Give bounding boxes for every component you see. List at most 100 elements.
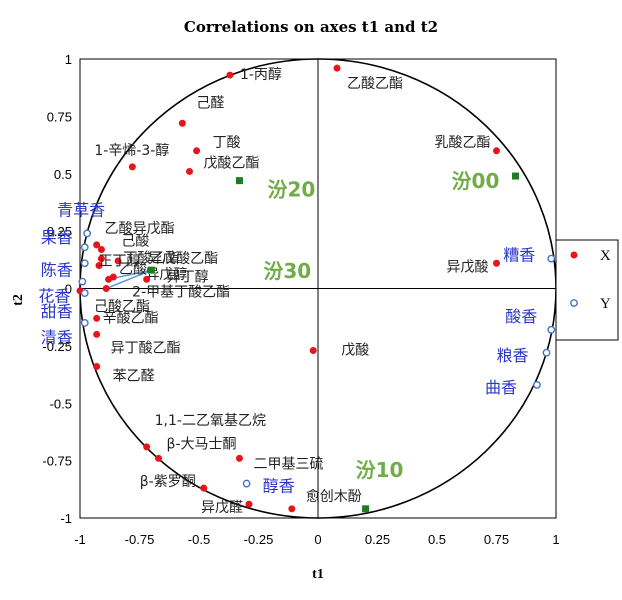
observation-point	[235, 177, 243, 185]
x-variable-point	[333, 64, 341, 72]
x-variable-label: 乙酸	[119, 262, 147, 278]
y-variable-point	[547, 325, 556, 334]
x-variable-point	[245, 500, 253, 508]
x-variable-label: 乙酸乙酯	[347, 76, 403, 92]
y-tick-label: 0.5	[54, 167, 72, 182]
x-variable-point	[226, 71, 234, 79]
x-variable-label: 2-甲基丁酸乙酯	[132, 284, 230, 301]
x-variable-label: 己酸乙酯	[94, 299, 150, 315]
x-variable-point	[114, 257, 122, 265]
y-variable-label: 青草香	[57, 200, 105, 219]
y-tick-label: 1	[65, 52, 72, 67]
x-variable-point	[93, 330, 101, 338]
x-variable-point	[97, 255, 105, 263]
x-variable-label: 戊酸	[341, 342, 369, 358]
x-variable-label: 丁酸	[213, 135, 241, 151]
x-tick-label: -1	[74, 532, 86, 547]
y-variable-label: 糟香	[503, 246, 535, 265]
y-tick-label: -0.5	[50, 396, 72, 411]
legend-label-y: Y	[600, 296, 611, 312]
legend: XY	[555, 239, 619, 341]
y-variable-point	[80, 289, 89, 297]
y-tick-label: -1	[60, 511, 72, 526]
x-variable-point	[493, 259, 500, 267]
x-variable-label: 异戊酸	[447, 259, 489, 275]
y-variable-point	[547, 254, 556, 263]
legend-marker-y	[570, 299, 578, 307]
x-variable-point	[185, 167, 193, 175]
x-variable-point	[309, 346, 317, 354]
loading-arrow	[105, 269, 152, 290]
x-variable-point	[93, 314, 101, 322]
y-variable-label: 酸香	[505, 307, 537, 326]
y-tick-label: 0.75	[47, 109, 72, 124]
x-variable-point	[178, 119, 186, 127]
observation-label: 汾20	[267, 178, 315, 202]
x-tick-label: -0.75	[125, 532, 155, 547]
x-tick-label: 0.75	[484, 532, 509, 547]
y-variable-point	[83, 229, 92, 238]
x-variable-label: 丁酸乙酯	[123, 251, 179, 267]
y-variable-point	[78, 277, 87, 286]
x-variable-label: 异丁醇	[167, 268, 209, 285]
x-tick-label: -0.5	[188, 532, 210, 547]
x-variable-label: 己酸	[121, 233, 149, 249]
x-variable-label: 异丁酸乙酯	[111, 340, 181, 356]
y-tick-label: -0.25	[42, 339, 72, 354]
x-variable-label: 己醛	[196, 95, 224, 111]
y-tick-label: -0.75	[42, 454, 72, 469]
x-variable-point	[200, 484, 208, 492]
x-variable-point	[93, 363, 101, 371]
observation-label: 汾30	[263, 259, 311, 283]
x-variable-label: 戊酸乙酯	[203, 155, 259, 171]
x-variable-label: 1-辛烯-3-醇	[94, 142, 169, 159]
observation-label: 汾10	[356, 458, 404, 482]
x-variable-label: 二甲基三硫	[253, 455, 323, 472]
observation-point	[512, 172, 520, 180]
x-variable-point	[93, 241, 101, 249]
observation-point	[362, 505, 370, 513]
y-variable-label: 曲香	[485, 378, 517, 397]
x-variable-label: 异戊醇	[145, 266, 187, 283]
x-variable-point	[102, 285, 110, 292]
x-variable-point	[155, 454, 163, 462]
y-variable-point	[80, 319, 89, 327]
y-variable-point	[533, 380, 541, 389]
x-tick-label: 1	[552, 532, 559, 547]
legend-marker-x	[570, 251, 578, 259]
x-variable-point	[105, 275, 113, 283]
y-variable-label: 粮香	[496, 346, 528, 365]
y-variable-label: 陈香	[41, 260, 73, 279]
x-variable-point	[143, 275, 151, 283]
x-variable-label: 异戊醛	[201, 500, 243, 516]
x-variable-label: 辛酸乙酯	[103, 310, 159, 326]
y-tick-label: 0	[65, 282, 72, 297]
x-variable-point	[128, 163, 136, 171]
x-variable-point	[97, 245, 105, 253]
x-variable-label: β-大马士酮	[167, 436, 237, 452]
x-variable-point	[143, 443, 151, 451]
y-variable-label: 果香	[41, 228, 73, 247]
x-variable-label: 1,1-二乙氧基乙烷	[155, 412, 266, 429]
x-tick-label: 0.5	[428, 532, 446, 547]
x-variable-point	[493, 147, 500, 155]
y-variable-point	[542, 348, 551, 357]
x-variable-label: 正丁醇	[99, 252, 141, 269]
plot-area: -1-1 -0.75 -0.75 -0.5 -0.5 -0.25 -0.25 0 0 0.25 0.…	[38, 52, 559, 547]
y-variable-label: 清香	[41, 328, 73, 347]
y-variable-label: 甜香	[41, 302, 73, 321]
y-variable-point	[242, 479, 251, 488]
y-variable-point	[80, 259, 89, 268]
legend-box	[555, 239, 619, 341]
chart-title: Correlations on axes t1 and t2	[184, 18, 438, 36]
y-variable-point	[80, 243, 89, 252]
x-variable-label: 苯乙醛	[113, 368, 155, 385]
y-axis-title: t2	[11, 294, 26, 306]
x-variable-label: 异戊酸乙酯	[148, 251, 218, 267]
y-variable-label: 花香	[38, 287, 70, 306]
x-tick-label: 0.25	[365, 532, 390, 547]
x-variable-point	[235, 454, 243, 462]
x-tick-label: 0	[314, 532, 321, 547]
x-variable-point	[193, 147, 201, 155]
